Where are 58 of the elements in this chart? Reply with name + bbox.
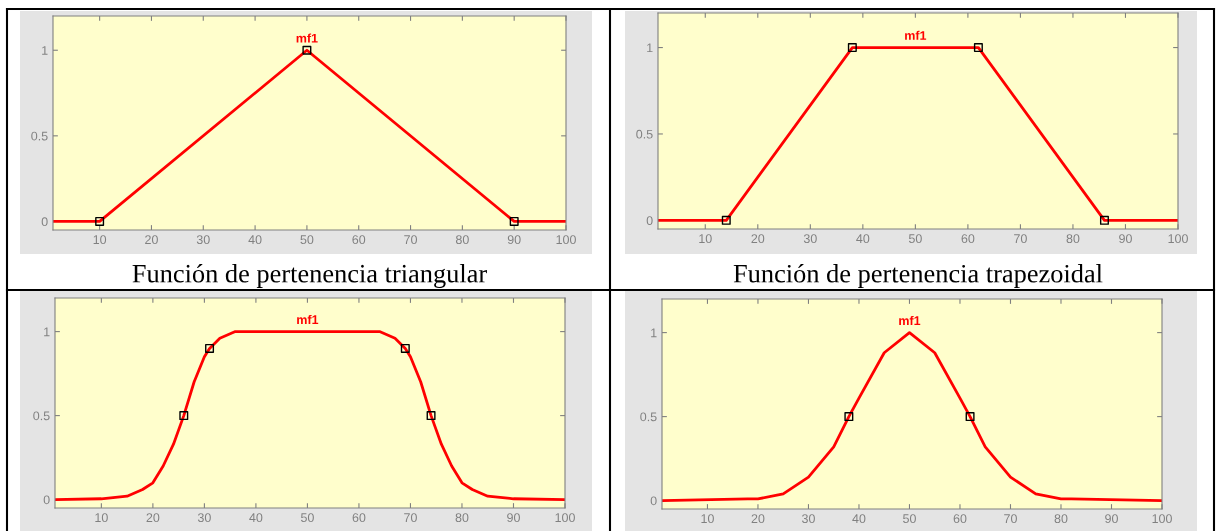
y-tick-label: 0.5 <box>640 412 657 422</box>
y-tick-label: 1 <box>651 328 657 338</box>
x-tick-label: 80 <box>1066 234 1080 244</box>
x-tick-label: 50 <box>903 514 916 524</box>
x-tick-label: 100 <box>1152 514 1172 524</box>
x-tick-label: 10 <box>93 235 107 245</box>
y-tick-label: 1 <box>42 46 48 55</box>
y-tick-label: 0 <box>43 495 50 505</box>
x-tick-label: 20 <box>145 235 158 245</box>
y-tick-label: 0.5 <box>33 411 50 421</box>
x-tick-label: 10 <box>701 514 714 524</box>
x-tick-label: 50 <box>908 234 922 244</box>
x-tick-label: 100 <box>555 513 575 523</box>
text: Función de pertenencia triangular <box>132 263 487 289</box>
x-tick-label: 10 <box>95 513 108 523</box>
x-tick-label: 60 <box>352 235 366 245</box>
x-tick-label: 30 <box>196 235 210 245</box>
series-label: mf1 <box>905 30 927 40</box>
y-tick-label: 0.5 <box>636 129 653 139</box>
x-tick-label: 70 <box>1004 514 1017 524</box>
x-tick-label: 90 <box>1119 234 1132 244</box>
x-tick-label: 90 <box>507 513 520 523</box>
x-tick-label: 90 <box>1105 514 1118 524</box>
x-tick-label: 30 <box>801 514 815 524</box>
x-tick-label: 40 <box>852 514 866 524</box>
x-tick-label: 40 <box>249 513 263 523</box>
x-tick-label: 60 <box>352 513 366 523</box>
y-tick-label: 0.5 <box>31 131 48 141</box>
y-tick-label: 1 <box>647 43 653 53</box>
x-tick-label: 100 <box>556 235 576 245</box>
x-tick-label: 30 <box>803 234 817 244</box>
y-tick-label: 0 <box>41 217 48 227</box>
x-tick-label: 40 <box>248 235 262 245</box>
x-tick-label: 70 <box>404 235 418 245</box>
x-tick-label: 80 <box>455 513 469 523</box>
x-tick-label: 50 <box>300 513 314 523</box>
text: Función de pertenencia trapezoidal <box>733 264 1103 288</box>
x-tick-label: 40 <box>856 234 870 244</box>
x-tick-label: 100 <box>1168 234 1188 244</box>
x-tick-label: 60 <box>961 234 975 244</box>
x-tick-label: 80 <box>455 235 469 245</box>
y-tick-label: 0 <box>650 496 657 506</box>
series-label: mf1 <box>899 315 921 325</box>
y-tick-label: 1 <box>44 327 50 337</box>
x-tick-label: 80 <box>1054 514 1068 524</box>
x-tick-label: 20 <box>751 514 765 524</box>
x-tick-label: 60 <box>953 514 967 524</box>
x-tick-label: 70 <box>404 513 417 523</box>
x-tick-label: 30 <box>197 513 211 523</box>
series-label: mf1 <box>296 33 318 43</box>
series-label: mf1 <box>297 314 319 324</box>
x-tick-label: 20 <box>146 513 160 523</box>
x-tick-label: 20 <box>751 234 765 244</box>
y-tick-label: 0 <box>646 216 653 226</box>
x-tick-label: 10 <box>699 234 712 244</box>
x-tick-label: 50 <box>300 235 314 245</box>
x-tick-label: 90 <box>507 235 521 245</box>
x-tick-label: 70 <box>1014 234 1027 244</box>
